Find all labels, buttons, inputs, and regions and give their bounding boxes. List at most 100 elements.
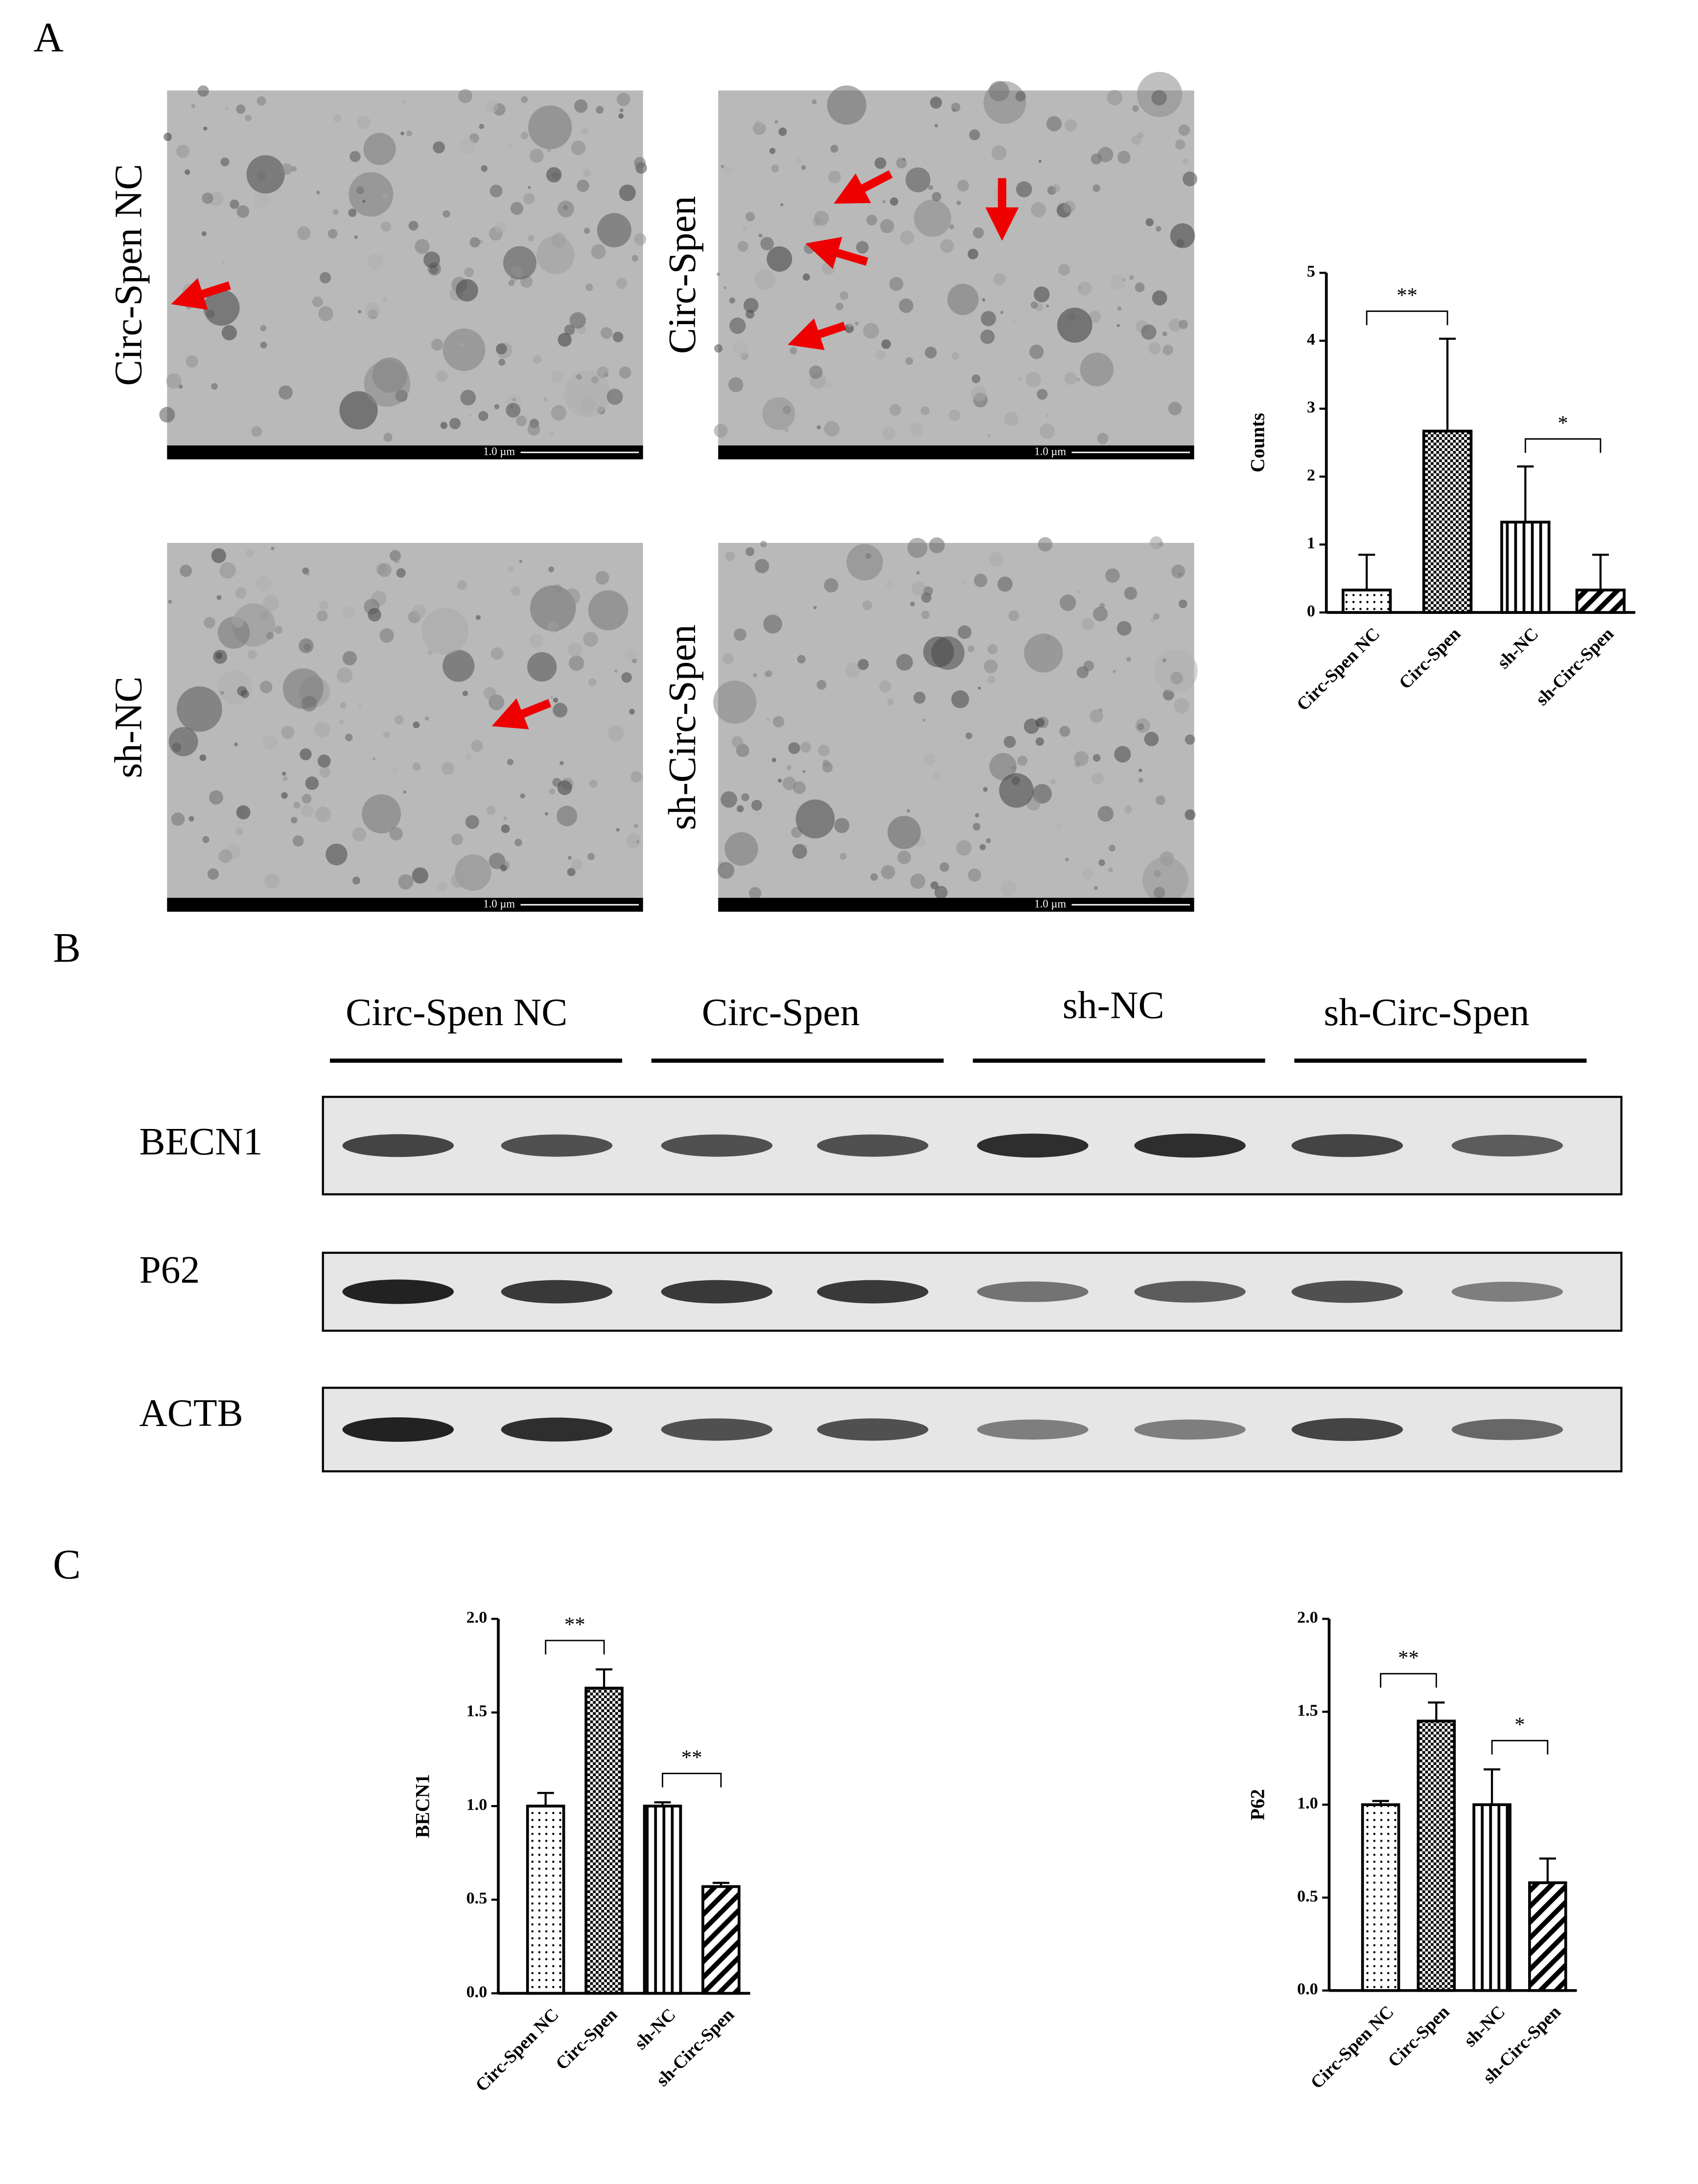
texture	[529, 633, 543, 648]
texture	[793, 781, 806, 794]
red-arrow	[805, 236, 868, 269]
texture	[887, 698, 894, 705]
texture	[406, 130, 412, 137]
texture	[291, 166, 297, 172]
texture	[724, 832, 758, 866]
y-tick-label: 4	[1307, 330, 1315, 349]
texture	[797, 655, 806, 664]
texture	[1151, 90, 1167, 106]
texture	[327, 229, 338, 239]
band	[817, 1134, 929, 1157]
texture	[723, 286, 727, 289]
texture	[1065, 857, 1069, 862]
texture	[948, 409, 960, 422]
texture	[1030, 301, 1038, 309]
texture	[571, 141, 586, 155]
texture	[382, 297, 387, 302]
texture	[320, 272, 331, 283]
bar	[1528, 1881, 1567, 1992]
texture	[247, 650, 257, 659]
texture	[314, 722, 330, 738]
texture	[413, 721, 420, 728]
texture	[557, 780, 572, 796]
texture	[731, 736, 744, 748]
texture	[1089, 310, 1101, 323]
texture	[821, 261, 835, 275]
texture	[202, 836, 209, 843]
texture	[1063, 200, 1076, 213]
texture	[957, 625, 972, 639]
texture	[300, 748, 312, 760]
micrograph-label: sh-Circ-Spen	[661, 625, 704, 830]
texture	[816, 680, 827, 690]
y-tick-label: 0.0	[1297, 1980, 1318, 1998]
texture	[824, 421, 840, 437]
texture	[219, 562, 236, 579]
texture	[987, 676, 996, 684]
texture	[755, 559, 769, 573]
texture	[588, 678, 597, 686]
y-tick-label: 0	[1307, 602, 1315, 620]
texture	[885, 580, 894, 589]
texture	[319, 600, 328, 610]
texture	[569, 312, 586, 329]
texture	[896, 654, 913, 671]
texture	[1093, 607, 1108, 622]
texture	[548, 566, 555, 572]
micrograph-label: Circ-Spen	[661, 196, 704, 354]
texture	[890, 197, 898, 206]
y-tick-label: 0.0	[466, 1983, 488, 2001]
band	[342, 1134, 454, 1157]
texture	[349, 151, 361, 162]
texture	[993, 273, 1006, 285]
texture	[1173, 698, 1189, 714]
scale-bar-label: 1.0 µm	[1034, 445, 1066, 457]
texture	[778, 127, 787, 136]
texture	[556, 629, 558, 632]
texture	[989, 753, 1017, 780]
texture	[259, 681, 273, 694]
texture	[299, 638, 314, 654]
texture	[880, 219, 894, 234]
texture	[616, 278, 628, 289]
texture	[379, 628, 394, 643]
texture	[490, 647, 504, 660]
texture	[939, 862, 950, 872]
texture	[601, 327, 612, 339]
texture	[741, 793, 749, 801]
texture	[630, 838, 635, 843]
texture	[718, 862, 735, 879]
texture	[790, 347, 797, 354]
texture	[364, 360, 411, 407]
band	[1451, 1419, 1563, 1440]
texture	[349, 172, 394, 217]
texture	[957, 180, 969, 192]
texture	[921, 611, 930, 619]
texture	[1129, 275, 1134, 280]
texture	[583, 632, 598, 647]
texture	[983, 659, 998, 674]
texture	[1090, 709, 1103, 723]
texture	[804, 243, 815, 254]
texture	[882, 200, 886, 204]
texture	[236, 104, 246, 114]
texture	[431, 338, 443, 351]
texture	[738, 241, 749, 252]
texture	[166, 373, 182, 389]
texture	[402, 99, 407, 104]
texture	[617, 93, 630, 106]
texture	[456, 279, 478, 302]
significance-bracket	[662, 1772, 722, 1787]
texture	[1059, 594, 1076, 611]
texture	[363, 133, 396, 165]
texture	[1099, 603, 1105, 609]
texture	[767, 718, 770, 721]
texture	[1138, 777, 1143, 783]
texture	[337, 667, 353, 683]
texture	[813, 606, 817, 610]
x-tick-label: sh-NC	[1460, 2001, 1509, 2050]
texture	[168, 600, 172, 604]
texture	[896, 158, 907, 169]
texture	[1013, 320, 1017, 323]
texture	[1029, 344, 1044, 359]
